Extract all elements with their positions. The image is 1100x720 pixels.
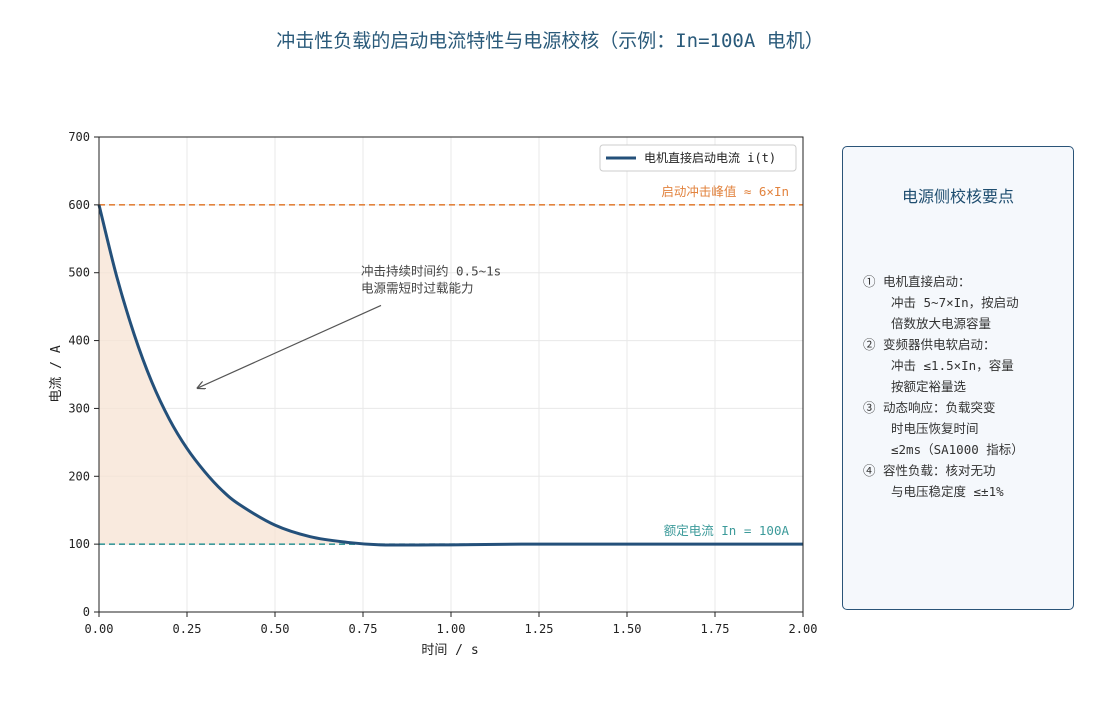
note-item: ② 变频器供电软启动： (863, 337, 996, 352)
x-tick-label: 0.25 (173, 622, 202, 636)
y-tick-label: 0 (83, 605, 90, 619)
chart-title: 冲击性负载的启动电流特性与电源校核（示例：In=100A 电机） (276, 30, 824, 52)
notes-title: 电源侧校核要点 (901, 187, 1014, 206)
y-tick-label: 200 (68, 469, 90, 483)
note-item: 冲击 ≤1.5×In，容量 (891, 358, 1014, 373)
note-item: 时电压恢复时间 (891, 421, 979, 436)
note-item: 按额定裕量选 (891, 379, 967, 394)
annotation-arrow (198, 304, 382, 388)
legend: 电机直接启动电流 i(t) (599, 144, 797, 172)
y-tick-label: 500 (68, 266, 90, 280)
y-tick-label: 300 (68, 401, 90, 415)
annotation-text-line: 电源需短时过载能力 (361, 280, 474, 295)
note-item: ≤2ms（SA1000 指标） (891, 442, 1024, 457)
y-tick-label: 100 (68, 537, 90, 551)
x-tick-label: 2.00 (789, 622, 818, 636)
x-tick-label: 1.50 (613, 622, 642, 636)
y-tick-label: 700 (68, 130, 90, 144)
x-axis-label: 时间 / s (421, 643, 478, 658)
x-tick-label: 0.50 (261, 622, 290, 636)
ticks: 0.00 0.25 0.50 0.75 1.00 1.25 1.50 1.75 2.00 0 100… (68, 130, 817, 636)
x-tick-label: 0.00 (85, 622, 114, 636)
x-tick-label: 1.75 (701, 622, 730, 636)
legend-label: 电机直接启动电流 i(t) (644, 150, 776, 165)
x-tick-label: 0.75 (349, 622, 378, 636)
annotation: 冲击持续时间约 0.5~1s 电源需短时过载能力 (198, 263, 501, 388)
y-tick-label: 600 (68, 198, 90, 212)
notes-list: ① 电机直接启动： 冲击 5~7×In，按启动 倍数放大电源容量 ② 变频器供电软启动… (863, 271, 1024, 502)
note-item: 冲击 5~7×In，按启动 (891, 295, 1019, 310)
legend-box (599, 144, 797, 172)
y-tick-label: 400 (68, 334, 90, 348)
reference-line-label: 启动冲击峰值 ≈ 6×In (661, 184, 789, 199)
note-item: ③ 动态响应：负载突变 (863, 400, 996, 415)
series-line-current (97, 204, 803, 547)
y-axis-label: 电流 / A (49, 345, 64, 402)
x-tick-label: 1.25 (525, 622, 554, 636)
note-item: 与电压稳定度 ≤±1% (891, 484, 1004, 499)
reference-line-label: 额定电流 In = 100A (664, 523, 790, 538)
current-chart: 启动冲击峰值 ≈ 6×In 额定电流 In = 100A 0.00 0.25 0.50… (49, 130, 817, 658)
note-item: ① 电机直接启动： (863, 274, 971, 289)
annotation-text-line: 冲击持续时间约 0.5~1s (361, 263, 501, 278)
notes-panel: 电源侧校核要点 ① 电机直接启动： 冲击 5~7×In，按启动 倍数放大电源容量 ② … (842, 146, 1074, 610)
note-item: 倍数放大电源容量 (891, 316, 992, 331)
note-item: ④ 容性负载：核对无功 (863, 463, 996, 478)
overload-shaded-area (99, 204, 803, 546)
x-tick-label: 1.00 (437, 622, 466, 636)
series-layer (97, 204, 803, 547)
